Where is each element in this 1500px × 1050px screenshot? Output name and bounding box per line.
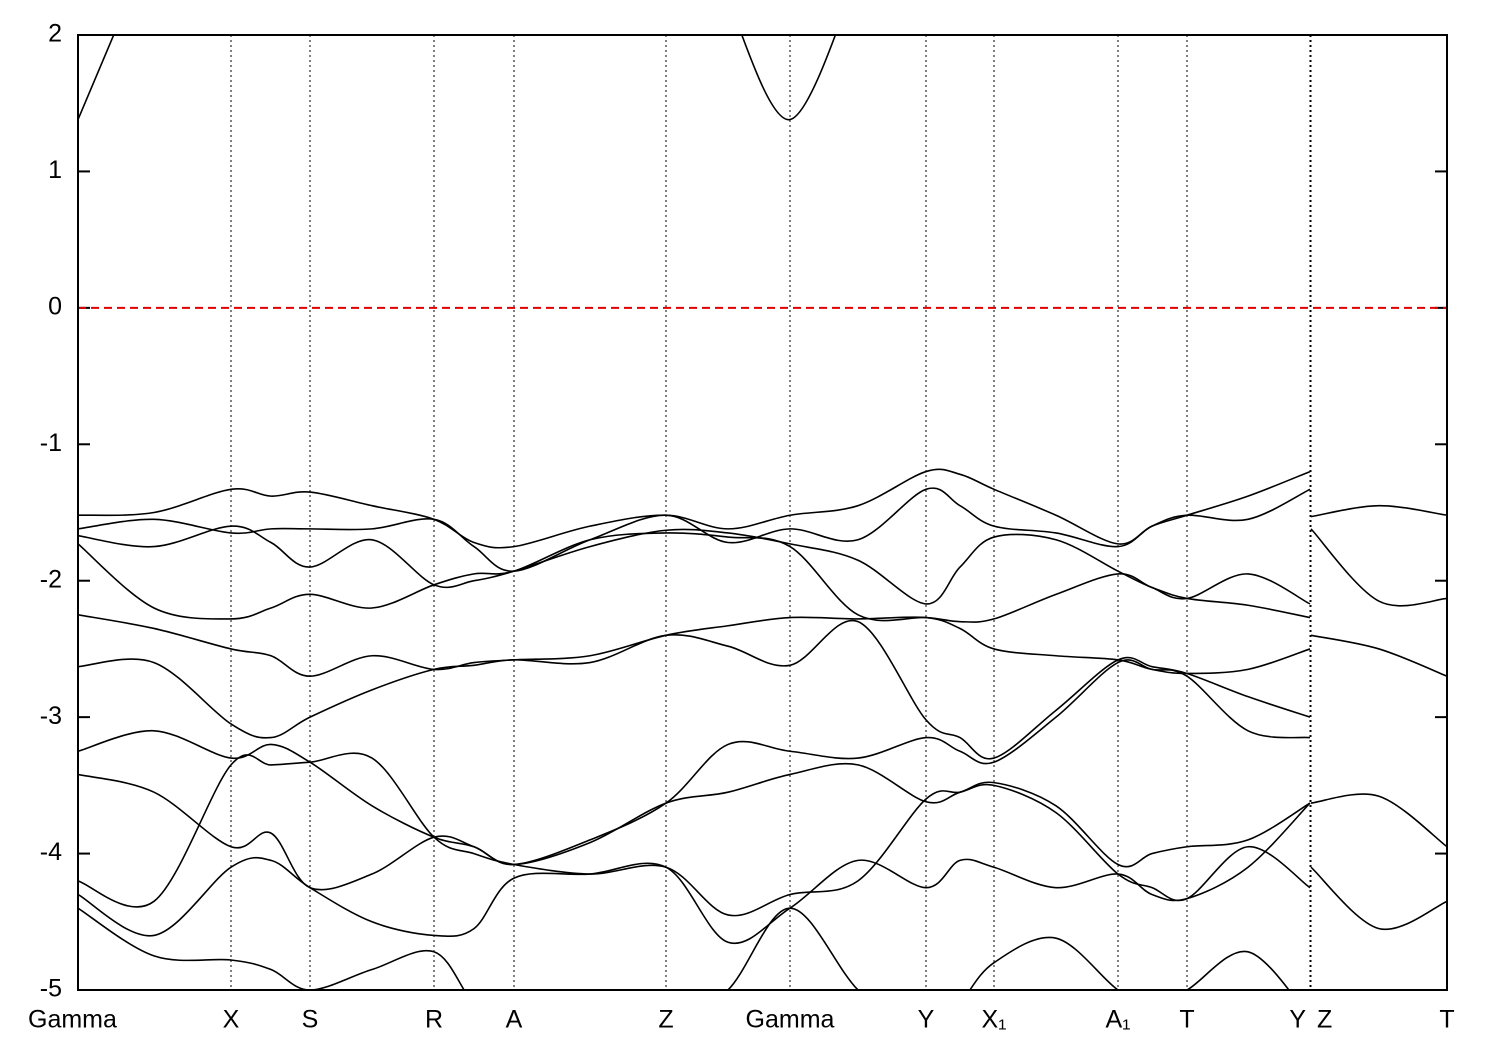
band <box>78 752 1311 917</box>
band <box>78 532 1447 848</box>
bands <box>78 35 1447 990</box>
x-tick-label: Gamma <box>746 1006 835 1034</box>
band <box>78 802 1311 945</box>
y-tick-label: -5 <box>40 975 62 1003</box>
x-tick-label: T <box>1439 1006 1454 1034</box>
band <box>78 762 1311 891</box>
grid-layer <box>77 34 1448 991</box>
x-tick-label: Y <box>1289 1006 1306 1034</box>
band <box>78 614 1447 931</box>
y-tick-label: -3 <box>40 702 62 730</box>
x-tick-label: Y <box>918 1006 935 1034</box>
band <box>78 468 1447 549</box>
y-tick-label: -1 <box>40 429 62 457</box>
band <box>78 487 1447 607</box>
x-tick-label: Gamma <box>28 1006 117 1034</box>
y-tick-label: -2 <box>40 565 62 593</box>
band <box>78 35 837 121</box>
x-tick-label: Z <box>658 1006 673 1034</box>
x-tick-label: X₁ <box>981 1006 1006 1034</box>
band <box>78 525 1447 677</box>
x-tick-label: T <box>1179 1006 1194 1034</box>
x-tick-label: Z <box>1317 1006 1332 1034</box>
x-tick-label: A <box>506 1006 523 1034</box>
x-tick-label: R <box>425 1006 443 1034</box>
y-tick-label: 2 <box>48 20 62 48</box>
y-tick-label: 0 <box>48 292 62 320</box>
x-tick-label: S <box>302 1006 319 1034</box>
y-tick-label: -4 <box>40 838 62 866</box>
plot-frame <box>77 34 1448 991</box>
band <box>78 619 1311 760</box>
y-tick-label: 1 <box>48 156 62 184</box>
x-tick-label: X <box>223 1006 240 1034</box>
band <box>78 659 1311 866</box>
x-tick-label: A₁ <box>1105 1006 1130 1034</box>
